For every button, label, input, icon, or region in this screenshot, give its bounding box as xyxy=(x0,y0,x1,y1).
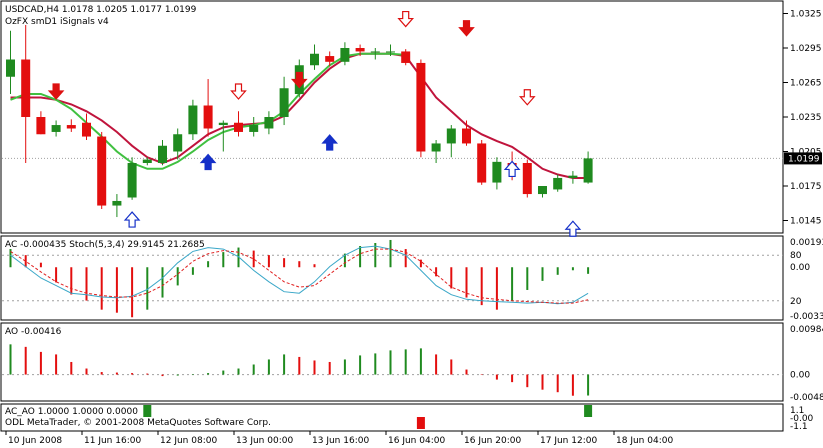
bull-candle xyxy=(158,145,167,163)
sell-arrow-icon xyxy=(290,71,308,89)
bear-candle xyxy=(522,163,532,195)
time-tick-label: 11 Jun 16:00 xyxy=(84,436,141,446)
bull-candle xyxy=(142,159,152,163)
stoch-tick-label: -0.00335 xyxy=(790,312,823,322)
price-tick-label: 1.0325 xyxy=(790,10,822,20)
bull-candle xyxy=(446,128,456,144)
bear-candle xyxy=(203,105,213,129)
sell-arrow-icon xyxy=(518,89,536,106)
copyright-label: ODL MetaTrader, © 2001-2008 MetaQuotes S… xyxy=(5,418,271,428)
bull-candle xyxy=(492,161,502,183)
ao-tick-label: -0.00485 xyxy=(790,393,823,403)
bull-candle xyxy=(538,186,547,195)
bull-candle xyxy=(188,105,198,135)
bull-candle xyxy=(386,51,395,53)
bull-candle xyxy=(568,175,578,178)
time-tick-label: 16 Jun 04:00 xyxy=(388,436,445,446)
bull-candle xyxy=(370,51,380,53)
bear-candle xyxy=(355,48,365,52)
stoch-d-line xyxy=(10,248,589,304)
stoch-tick-label: 0.00 xyxy=(790,263,810,273)
bull-candle xyxy=(218,122,228,126)
bear-candle xyxy=(66,125,76,129)
acao-label: AC_AO 1.0000 1.0000 0.0000 xyxy=(5,407,138,417)
bull-candle xyxy=(310,53,319,66)
time-tick-label: 10 Jun 2008 xyxy=(8,436,62,446)
time-tick-label: 12 Jun 08:00 xyxy=(160,436,217,446)
bear-candle xyxy=(401,51,411,63)
bear-candle xyxy=(462,128,471,144)
time-tick-label: 17 Jun 12:00 xyxy=(540,436,597,446)
bull-candle xyxy=(264,117,274,129)
acao-tick-label: -0.00 xyxy=(790,414,814,424)
stoch-tick-label: 20 xyxy=(790,297,802,307)
buy-arrow-icon xyxy=(503,160,521,178)
ma-red-line xyxy=(10,52,589,179)
stoch-label: AC -0.000435 Stoch(5,3,4) 29.9145 21.268… xyxy=(5,240,205,250)
acao-up-marker xyxy=(143,405,152,417)
acao-down-marker xyxy=(416,417,425,429)
acao-tick-label: 1.1 xyxy=(790,406,804,416)
buy-arrow-icon xyxy=(321,134,339,151)
time-tick-label: 18 Jun 04:00 xyxy=(616,436,673,446)
acao-tick-label: -1.1 xyxy=(790,422,808,432)
bull-candle xyxy=(583,158,593,183)
time-tick-label: 13 Jun 00:00 xyxy=(236,436,293,446)
bear-candle xyxy=(325,56,335,62)
stoch-tick-label: 0.00193 xyxy=(790,238,823,248)
bull-candle xyxy=(6,59,15,77)
price-tick-label: 1.0265 xyxy=(790,79,822,89)
bull-candle xyxy=(553,177,563,190)
price-tick-label: 1.0175 xyxy=(790,182,822,192)
sell-arrow-icon xyxy=(458,20,475,37)
sell-arrow-icon xyxy=(47,83,65,100)
stoch-k-line xyxy=(10,245,589,305)
price-tick-label: 1.0235 xyxy=(790,113,822,123)
sell-arrow-icon xyxy=(397,10,415,28)
acao-panel[interactable] xyxy=(0,403,784,432)
ao-label: AO -0.00416 xyxy=(5,327,62,337)
buy-arrow-icon xyxy=(123,211,141,228)
bear-candle xyxy=(234,122,243,132)
bull-candle xyxy=(51,125,61,132)
bull-candle xyxy=(431,143,441,152)
ma-green-line xyxy=(10,52,406,170)
stoch-tick-label: 80 xyxy=(790,251,802,261)
bull-candle xyxy=(112,200,122,206)
buy-arrow-icon xyxy=(564,220,582,237)
bear-candle xyxy=(82,122,91,137)
ao-panel[interactable] xyxy=(0,322,784,402)
current-price-value: 1.0199 xyxy=(788,154,820,164)
current-price-tag xyxy=(784,152,822,165)
bull-candle xyxy=(279,88,289,117)
indicator-label: OzFX smD1 iSignals v4 xyxy=(5,17,109,27)
buy-arrow-icon xyxy=(199,153,217,171)
bear-candle xyxy=(21,59,31,117)
bull-candle xyxy=(173,134,183,152)
bear-candle xyxy=(36,117,46,135)
bear-candle xyxy=(416,62,426,152)
ao-tick-label: 0.00984 xyxy=(790,325,823,335)
main-panel[interactable] xyxy=(0,0,784,234)
ao-tick-label: 0.00 xyxy=(790,371,810,381)
price-tick-label: 1.0295 xyxy=(790,44,822,54)
bear-candle xyxy=(477,143,487,183)
symbol-label: USDCAD,H4 1.0178 1.0205 1.0177 1.0199 xyxy=(5,5,197,15)
bear-candle xyxy=(97,136,107,206)
bull-candle xyxy=(249,125,259,132)
time-tick-label: 13 Jun 16:00 xyxy=(312,436,369,446)
price-tick-label: 1.0145 xyxy=(790,217,822,227)
acao-up-marker xyxy=(584,405,593,417)
bull-candle xyxy=(127,163,137,198)
bull-candle xyxy=(340,48,350,62)
sell-arrow-icon xyxy=(230,83,247,100)
time-tick-label: 16 Jun 20:00 xyxy=(464,436,521,446)
